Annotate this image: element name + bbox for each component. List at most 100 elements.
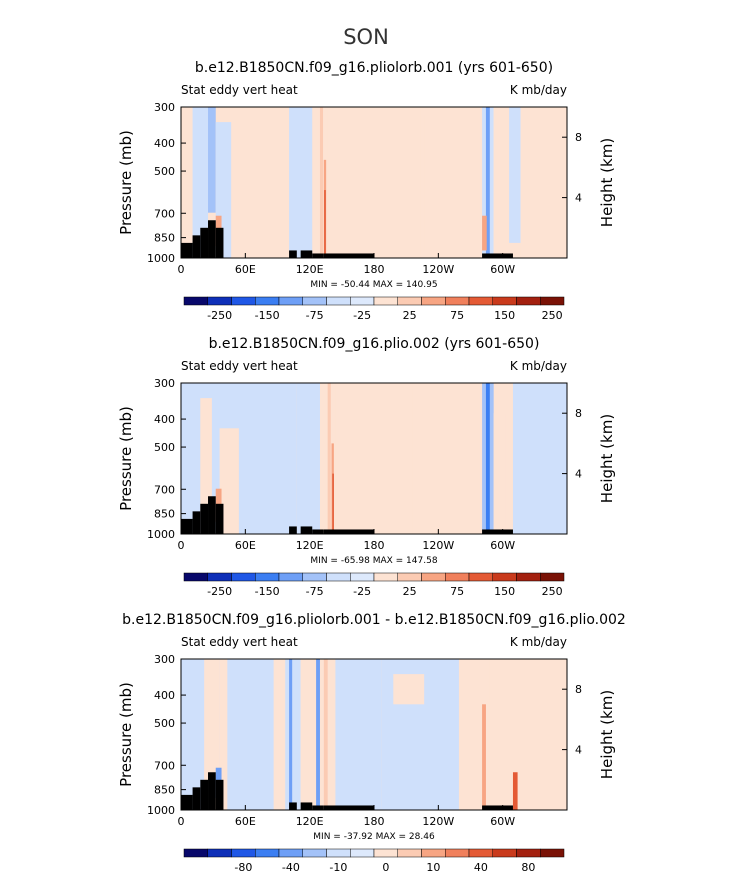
left-title: Stat eddy vert heat [181,635,298,649]
colorbar-swatch [397,296,422,306]
field-band-11 [485,383,490,534]
colorbar-swatch [278,848,303,858]
colorbar-swatch [445,296,470,306]
colorbar-swatch [350,296,375,306]
pressure-tick-label: 300 [154,101,175,114]
field-band-5 [289,659,293,810]
land-block-7 [300,250,313,258]
colorbar-swatch [207,572,232,582]
colorbar-label: 40 [474,861,488,874]
panel-3: b.e12.B1850CN.f09_g16.pliolorb.001 - b.e… [117,612,626,874]
pressure-tick-label: 850 [154,508,175,521]
colorbar-swatch [302,572,327,582]
colorbar-label: 75 [450,309,464,322]
colorbar-label: -80 [234,861,252,874]
lon-tick-label: 120W [422,815,454,828]
colorbar-swatch [207,848,232,858]
right-title: K mb/day [510,83,567,97]
land-block-7 [300,802,313,810]
field-band-9 [412,383,483,534]
colorbar-label: 250 [542,309,563,322]
pressure-tick-label: 500 [154,717,175,730]
land-block-7 [300,526,313,534]
land-block-8 [312,253,324,258]
land-block-10 [482,253,513,258]
pressure-tick-label: 850 [154,232,175,245]
land-block-4 [208,220,216,258]
colorbar-swatch [468,848,493,858]
land-block-9 [323,529,374,534]
y2-axis-label: Height (km) [598,690,616,779]
colorbar-swatch [540,296,565,306]
lon-tick-label: 180 [364,539,385,552]
min-max-label: MIN = -50.44 MAX = 140.95 [310,280,437,290]
field-band-15 [493,107,502,258]
colorbar-label: -75 [306,309,324,322]
height-tick-label: 4 [575,744,582,757]
colorbar-swatch [326,848,351,858]
field-band-2 [192,107,209,258]
lon-tick-label: 60W [490,263,515,276]
lon-tick-label: 60E [235,815,256,828]
colorbar-swatch [373,296,398,306]
y-axis-label: Pressure (mb) [117,406,135,511]
colorbar-swatch [326,296,351,306]
lon-tick-label: 120W [422,539,454,552]
colorbar-label: -25 [353,585,371,598]
field-band-6 [289,107,313,258]
lon-tick-label: 120E [296,263,324,276]
land-block-4 [208,496,216,534]
colorbar-label: -10 [329,861,347,874]
lon-tick-label: 120E [296,815,324,828]
land-block-4 [208,772,216,810]
land-block-8 [312,805,324,810]
colorbar-label: 250 [542,585,563,598]
colorbar-swatch [492,848,517,858]
land-block-5 [215,779,224,810]
height-tick-label: 8 [575,407,582,420]
colorbar-swatch [445,848,470,858]
colorbar-swatch [516,572,541,582]
pressure-tick-label: 400 [154,413,175,426]
lon-tick-label: 0 [178,815,185,828]
panel-title: b.e12.B1850CN.f09_g16.pliolorb.001 (yrs … [195,60,553,76]
field-band-13 [482,704,486,810]
right-title: K mb/day [510,635,567,649]
lon-tick-label: 180 [364,815,385,828]
colorbar-swatch [540,848,565,858]
pressure-tick-label: 1000 [147,528,175,541]
field-band-4 [285,659,301,810]
height-tick-label: 8 [575,131,582,144]
field-band-9 [335,659,382,810]
y2-axis-label: Height (km) [598,414,616,503]
colorbar-swatch [207,296,232,306]
colorbar-swatch [421,572,446,582]
colorbar-swatch [278,572,303,582]
panel-title: b.e12.B1850CN.f09_g16.plio.002 (yrs 601-… [209,336,540,352]
field-band-8 [335,383,413,534]
land-block-8 [312,529,324,534]
pressure-tick-label: 1000 [147,804,175,817]
y-axis-label: Pressure (mb) [117,682,135,787]
pressure-tick-label: 500 [154,441,175,454]
lon-tick-label: 60E [235,539,256,552]
colorbar-label: -250 [207,309,232,322]
land-block-10 [482,805,513,810]
colorbar-swatch [183,572,208,582]
lon-tick-label: 60W [490,815,515,828]
height-tick-label: 4 [575,468,582,481]
colorbar-swatch [183,848,208,858]
pressure-tick-label: 700 [154,483,175,496]
pressure-tick-label: 400 [154,689,175,702]
land-block-2 [192,235,201,258]
land-block-6 [289,802,297,810]
colorbar-swatch [516,848,541,858]
colorbar-label: -25 [353,309,371,322]
lon-tick-label: 0 [178,263,185,276]
pressure-tick-label: 300 [154,653,175,666]
panels: b.e12.B1850CN.f09_g16.pliolorb.001 (yrs … [117,60,626,874]
y2-axis-label: Height (km) [598,138,616,227]
page-title: SON [343,25,389,49]
colorbar-swatch [302,848,327,858]
field-band-4 [296,383,320,534]
